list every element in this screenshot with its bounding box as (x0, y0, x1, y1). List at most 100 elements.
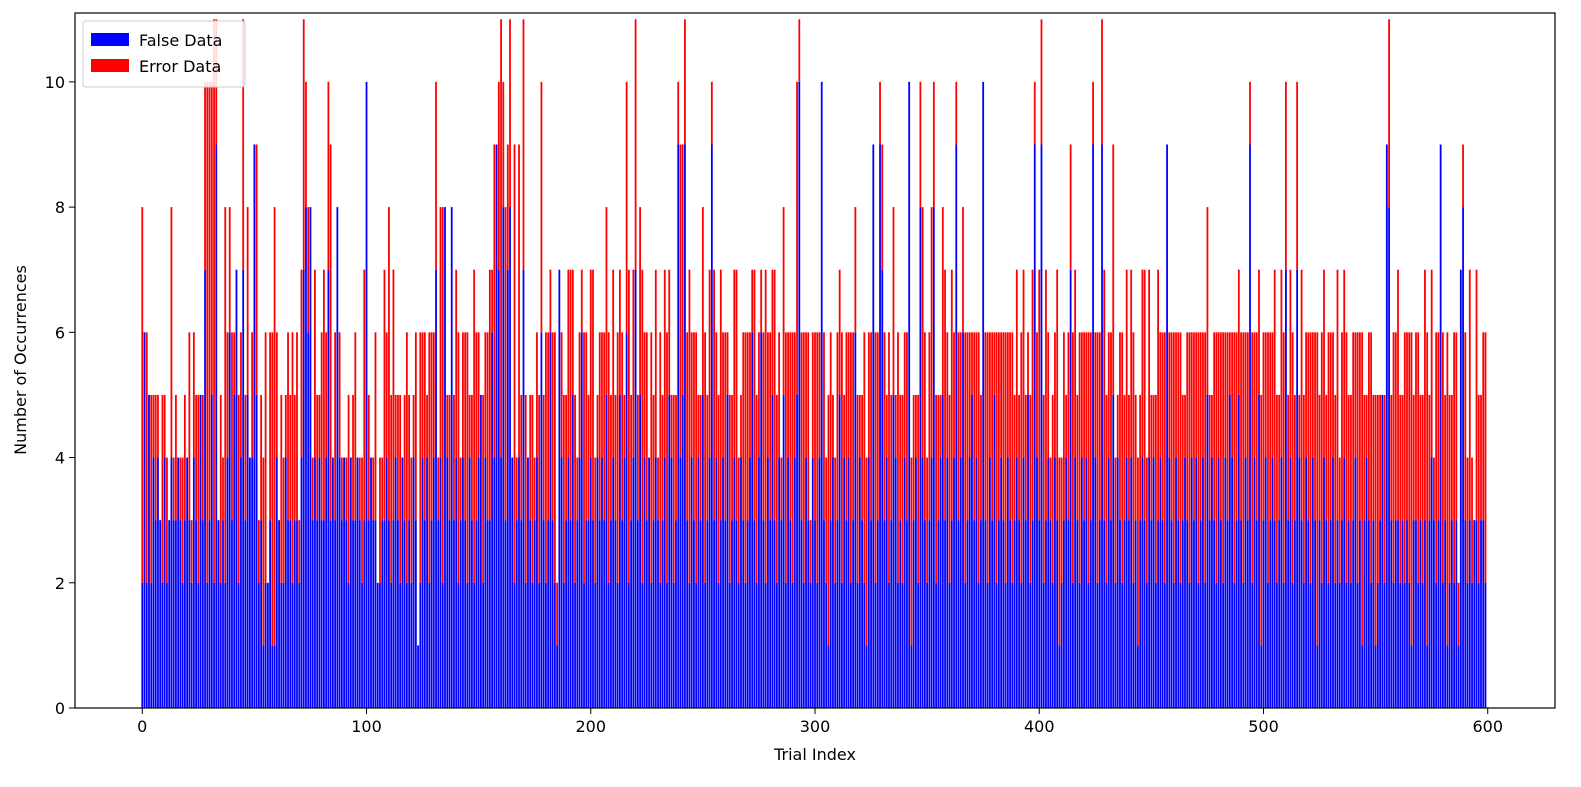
bar-segment (271, 332, 274, 646)
bar-segment (652, 394, 655, 521)
bar-segment (679, 457, 682, 708)
bar-segment (468, 394, 471, 458)
bar-segment (583, 582, 585, 708)
bar-segment (989, 457, 991, 708)
bar-segment (1065, 394, 1068, 458)
bar-segment (1255, 520, 1258, 708)
bar-segment (206, 582, 209, 708)
bar-segment (657, 457, 659, 521)
bar-segment (1222, 582, 1225, 708)
bar-segment (917, 394, 920, 583)
bar-segment (906, 520, 908, 708)
bar-segment (659, 582, 662, 708)
bar-segment (1137, 457, 1139, 646)
bar-segment (688, 582, 691, 708)
bar-segment (849, 582, 852, 708)
bar-segment (957, 520, 960, 708)
bar-segment (1199, 332, 1202, 521)
bar-segment (767, 457, 769, 708)
bar-segment (841, 582, 843, 708)
bar-segment (865, 645, 868, 708)
bar-segment (693, 520, 695, 708)
bar-segment (562, 394, 565, 583)
bar-segment (574, 394, 576, 583)
bar-segment (793, 332, 796, 458)
bar-segment (681, 394, 684, 708)
bar-segment (226, 457, 229, 708)
bar-segment (553, 582, 556, 708)
bar-segment (226, 332, 229, 458)
bar-segment (1199, 520, 1202, 708)
bar-segment (1426, 332, 1429, 646)
bar-segment (289, 520, 292, 708)
bar-segment (1327, 332, 1330, 583)
bar-segment (841, 332, 843, 583)
bar-segment (627, 269, 630, 583)
bar-segment (204, 81, 206, 270)
bar-segment (1092, 81, 1094, 145)
bar-segment (1406, 520, 1408, 708)
bar-segment (423, 332, 426, 521)
bar-segment (926, 582, 929, 708)
bar-segment (293, 520, 296, 708)
bar-segment (1437, 332, 1440, 521)
bar-segment (791, 332, 794, 583)
bar-segment (1477, 582, 1480, 708)
bar-segment (421, 332, 424, 458)
bar-segment (1083, 332, 1085, 521)
bar-segment (163, 457, 166, 708)
bar-segment (769, 332, 772, 521)
bar-segment (971, 332, 973, 395)
bar-segment (769, 520, 772, 708)
bar-segment (1215, 332, 1218, 583)
bar-segment (634, 269, 637, 708)
bar-segment (610, 520, 612, 708)
bar-segment (219, 582, 222, 708)
bar-segment (1152, 394, 1155, 458)
bar-segment (630, 520, 633, 708)
bar-segment (1168, 332, 1171, 458)
bar-segment (1013, 520, 1016, 708)
bar-segment (334, 332, 337, 521)
bar-segment (672, 394, 675, 583)
bar-segment (432, 457, 435, 708)
bar-segment (488, 520, 491, 708)
bar-segment (1141, 269, 1144, 458)
bar-segment (1235, 520, 1238, 708)
bar-segment (1143, 269, 1146, 521)
bar-segment (1181, 394, 1184, 521)
bar-segment (1276, 394, 1278, 583)
bar-segment (583, 332, 585, 583)
bar-segment (1271, 332, 1274, 458)
bar-segment (843, 457, 846, 708)
bar-segment (1181, 520, 1184, 708)
bar-segment (1172, 332, 1175, 583)
bar-segment (693, 332, 695, 521)
bar-segment (636, 394, 639, 521)
bar-segment (1047, 332, 1050, 458)
bar-segment (446, 457, 449, 708)
bar-segment (1233, 582, 1236, 708)
bar-segment (675, 520, 677, 708)
bar-segment (1291, 582, 1294, 708)
bar-segment (1311, 457, 1314, 708)
bar-segment (778, 457, 781, 708)
bar-segment (1412, 394, 1415, 521)
bar-segment (282, 582, 285, 708)
legend-swatch (91, 59, 129, 72)
bar-segment (1078, 332, 1081, 583)
bar-segment (1466, 582, 1469, 708)
bar-segment (1213, 520, 1216, 708)
bar-segment (504, 207, 507, 521)
bar-segment (414, 520, 417, 708)
bar-segment (430, 520, 433, 708)
bar-segment (495, 144, 498, 708)
bar-segment (858, 457, 861, 708)
bar-segment (1448, 394, 1451, 583)
bar-segment (1269, 332, 1272, 521)
bar-segment (1132, 332, 1135, 583)
bar-segment (917, 582, 920, 708)
bar-segment (964, 582, 967, 708)
bar-segment (930, 457, 933, 708)
bar-segment (1101, 19, 1103, 145)
